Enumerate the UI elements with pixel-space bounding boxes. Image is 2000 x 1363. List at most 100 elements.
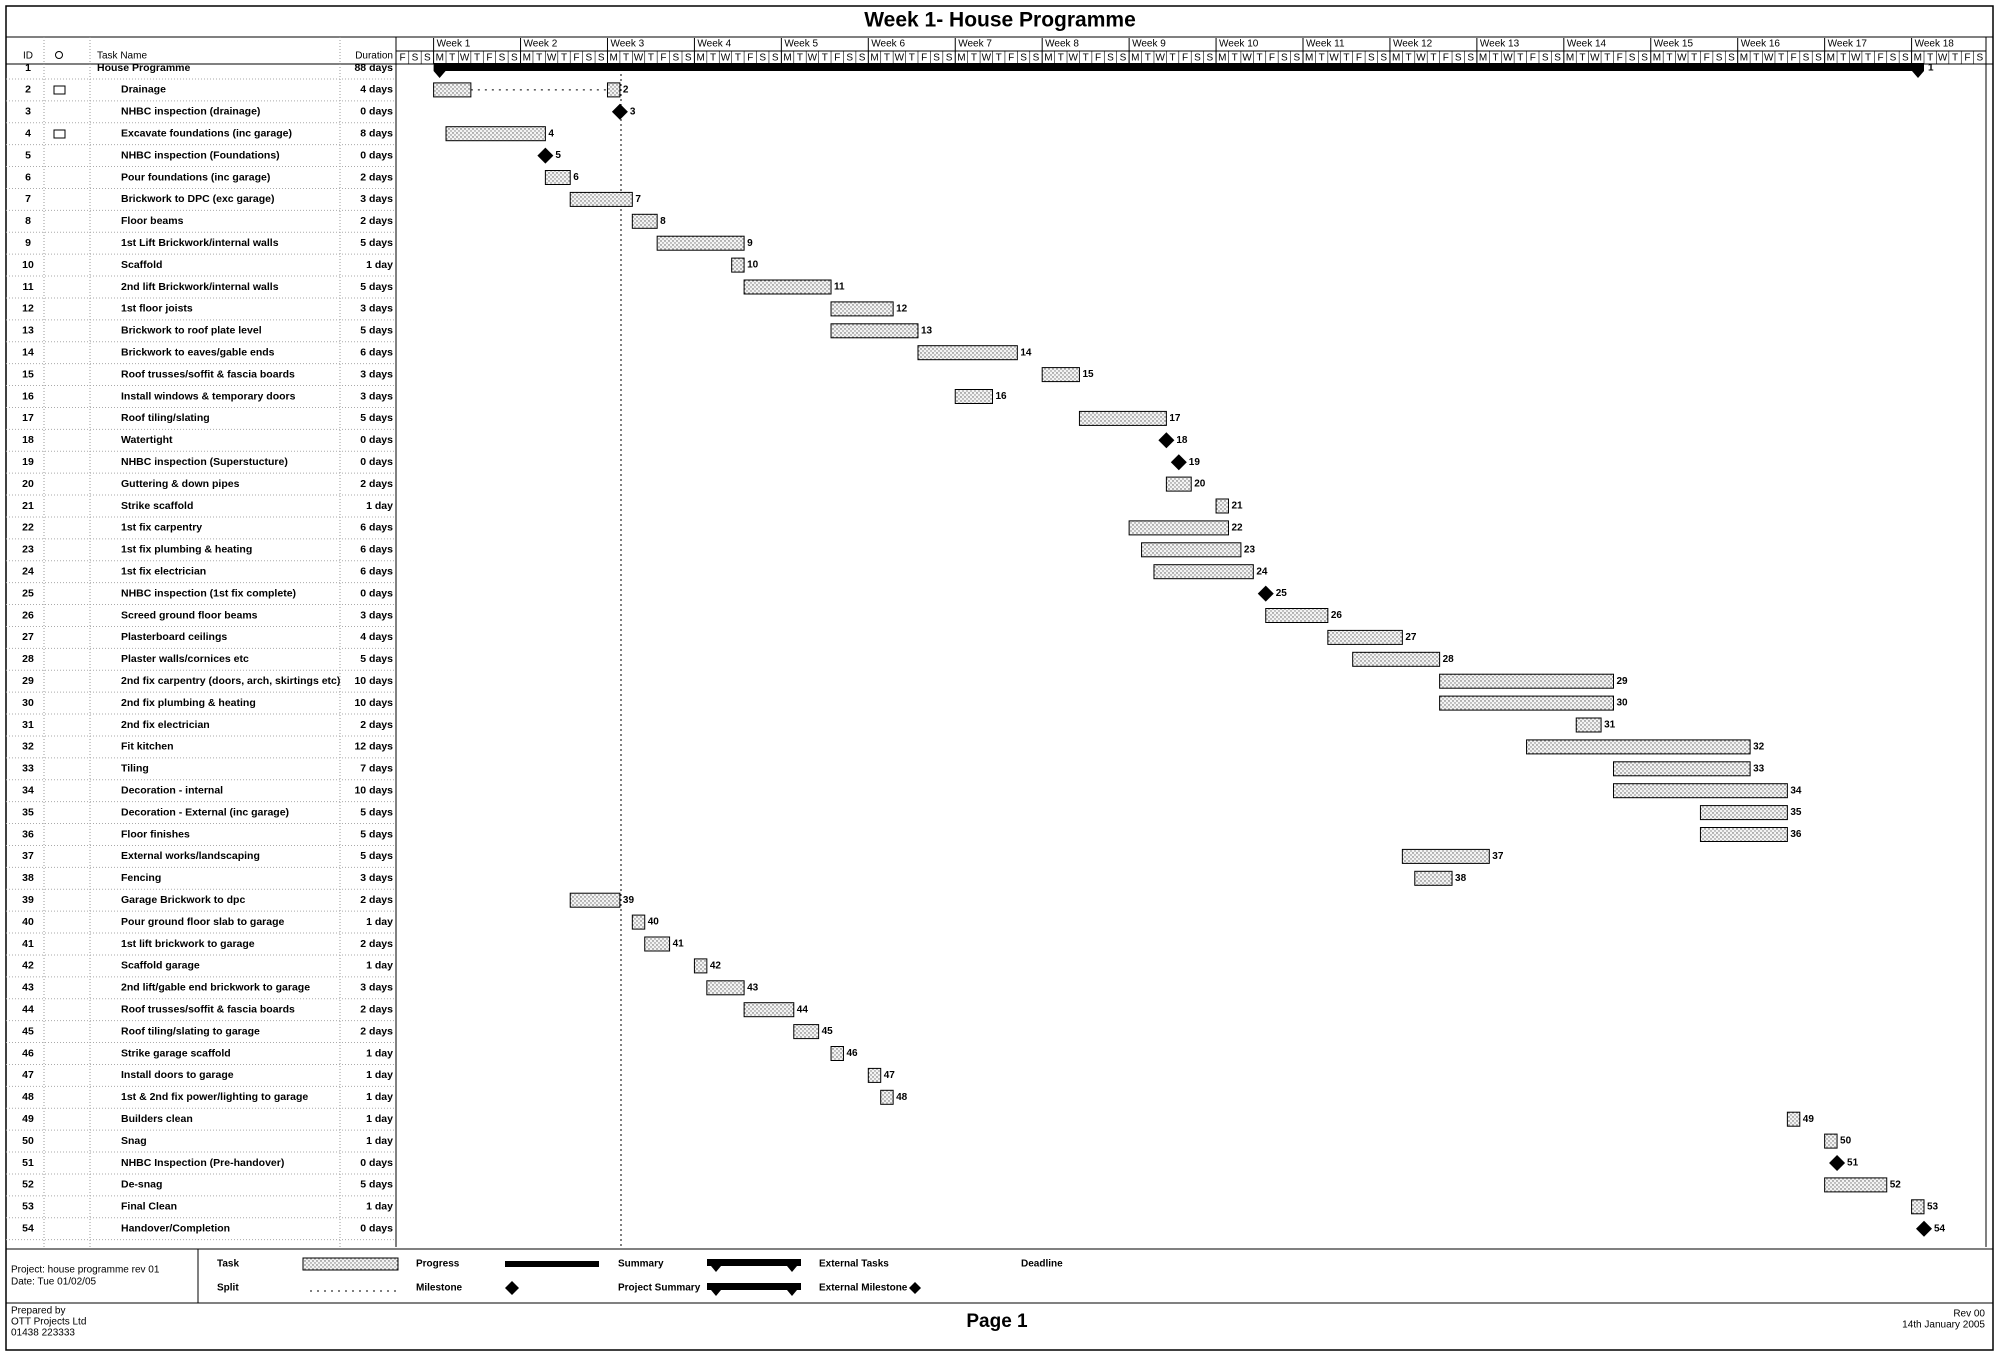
task-duration: 1 day bbox=[366, 1113, 393, 1125]
task-name: Floor finishes bbox=[121, 828, 190, 840]
bar-label: 31 bbox=[1604, 720, 1616, 731]
day-label: S bbox=[1890, 53, 1897, 64]
day-label: S bbox=[1380, 53, 1387, 64]
task-bar bbox=[656, 235, 745, 251]
day-label: W bbox=[1764, 53, 1774, 64]
task-bar bbox=[1575, 717, 1602, 733]
day-label: S bbox=[1120, 53, 1127, 64]
day-label: T bbox=[1406, 53, 1412, 64]
legend-summary-swatch bbox=[707, 1259, 801, 1272]
task-name: NHBC inspection (Foundations) bbox=[121, 149, 280, 161]
day-label: M bbox=[957, 53, 965, 64]
task-name: Install doors to garage bbox=[121, 1069, 234, 1081]
task-name: Roof tiling/slating to garage bbox=[121, 1025, 260, 1037]
day-label: S bbox=[1977, 53, 1984, 64]
day-label: T bbox=[474, 53, 480, 64]
task-id: 35 bbox=[22, 806, 34, 818]
task-id: 43 bbox=[22, 982, 34, 994]
task-name: Decoration - internal bbox=[121, 784, 223, 796]
task-name: Excavate foundations (inc garage) bbox=[121, 127, 292, 139]
task-bar bbox=[731, 257, 745, 273]
day-label: S bbox=[1716, 53, 1723, 64]
task-duration: 10 days bbox=[354, 675, 393, 687]
task-id: 23 bbox=[22, 544, 34, 556]
task-id: 17 bbox=[22, 412, 34, 424]
bar-label: 37 bbox=[1492, 851, 1504, 862]
task-id: 46 bbox=[22, 1047, 34, 1059]
day-label: M bbox=[1566, 53, 1574, 64]
task-bar bbox=[793, 1024, 820, 1040]
day-label: S bbox=[1194, 53, 1201, 64]
task-bar bbox=[830, 301, 894, 317]
day-label: M bbox=[1914, 53, 1922, 64]
day-label: W bbox=[460, 53, 470, 64]
week-label: Week 13 bbox=[1480, 39, 1520, 50]
page-number: Page 1 bbox=[966, 1311, 1028, 1332]
bar-label: 3 bbox=[630, 106, 636, 117]
bar-label: 49 bbox=[1803, 1114, 1815, 1125]
task-duration: 4 days bbox=[360, 84, 393, 96]
day-label: T bbox=[797, 53, 803, 64]
day-label: T bbox=[648, 53, 654, 64]
task-duration: 1 day bbox=[366, 259, 393, 271]
day-label: M bbox=[1392, 53, 1400, 64]
day-label: S bbox=[1033, 53, 1040, 64]
bar-label: 7 bbox=[635, 194, 641, 205]
task-name: Screed ground floor beams bbox=[121, 609, 258, 621]
day-label: T bbox=[449, 53, 455, 64]
task-id: 30 bbox=[22, 697, 34, 709]
day-label: T bbox=[1145, 53, 1151, 64]
bar-label: 54 bbox=[1934, 1223, 1946, 1234]
task-bar bbox=[1041, 367, 1080, 383]
task-duration: 5 days bbox=[360, 281, 393, 293]
day-label: M bbox=[1044, 53, 1052, 64]
page-frame bbox=[5, 5, 1994, 1351]
task-name: NHBC Inspection (Pre-handover) bbox=[121, 1157, 284, 1169]
day-label: S bbox=[1455, 53, 1462, 64]
day-label: S bbox=[1728, 53, 1735, 64]
task-id: 12 bbox=[22, 303, 34, 315]
milestone bbox=[1916, 1220, 1932, 1237]
task-duration: 3 days bbox=[360, 872, 393, 884]
bar-label: 16 bbox=[996, 391, 1008, 402]
company: OTT Projects Ltd bbox=[11, 1317, 86, 1328]
week-label: Week 17 bbox=[1828, 39, 1868, 50]
week-label: Week 2 bbox=[524, 39, 558, 50]
task-id: 52 bbox=[22, 1179, 34, 1191]
task-duration: 6 days bbox=[360, 565, 393, 577]
bar-label: 9 bbox=[747, 238, 753, 249]
bar-label: 24 bbox=[1256, 566, 1268, 577]
task-name: Roof trusses/soffit & fascia boards bbox=[121, 1003, 295, 1015]
day-label: F bbox=[1530, 53, 1536, 64]
day-label: M bbox=[1479, 53, 1487, 64]
task-duration: 6 days bbox=[360, 522, 393, 534]
day-label: S bbox=[511, 53, 518, 64]
task-id: 36 bbox=[22, 828, 34, 840]
day-label: T bbox=[1691, 53, 1697, 64]
day-label: W bbox=[1242, 53, 1252, 64]
revision-date: 14th January 2005 bbox=[1902, 1320, 1985, 1331]
bar-label: 4 bbox=[548, 128, 554, 139]
task-name: 1st fix plumbing & heating bbox=[121, 544, 252, 556]
day-label: T bbox=[623, 53, 629, 64]
week-label: Week 1 bbox=[437, 39, 471, 50]
bar-label: 48 bbox=[896, 1092, 908, 1103]
bar-label: 27 bbox=[1405, 632, 1417, 643]
bar-label: 34 bbox=[1790, 785, 1802, 796]
task-duration: 1 day bbox=[366, 1201, 393, 1213]
week-label: Week 12 bbox=[1393, 39, 1433, 50]
bar-label: 41 bbox=[673, 939, 685, 950]
task-name: Fit kitchen bbox=[121, 741, 174, 753]
day-label: F bbox=[399, 53, 405, 64]
task-bar bbox=[1414, 870, 1453, 886]
day-label: T bbox=[884, 53, 890, 64]
task-name: Pour ground floor slab to garage bbox=[121, 916, 285, 928]
bar-label: 1 bbox=[1928, 63, 1934, 74]
task-id: 16 bbox=[22, 390, 34, 402]
task-duration: 3 days bbox=[360, 193, 393, 205]
task-duration: 10 days bbox=[354, 784, 393, 796]
task-id: 38 bbox=[22, 872, 34, 884]
bar-label: 6 bbox=[573, 172, 579, 183]
legend-label: External Milestone bbox=[819, 1283, 908, 1294]
day-label: S bbox=[1368, 53, 1375, 64]
